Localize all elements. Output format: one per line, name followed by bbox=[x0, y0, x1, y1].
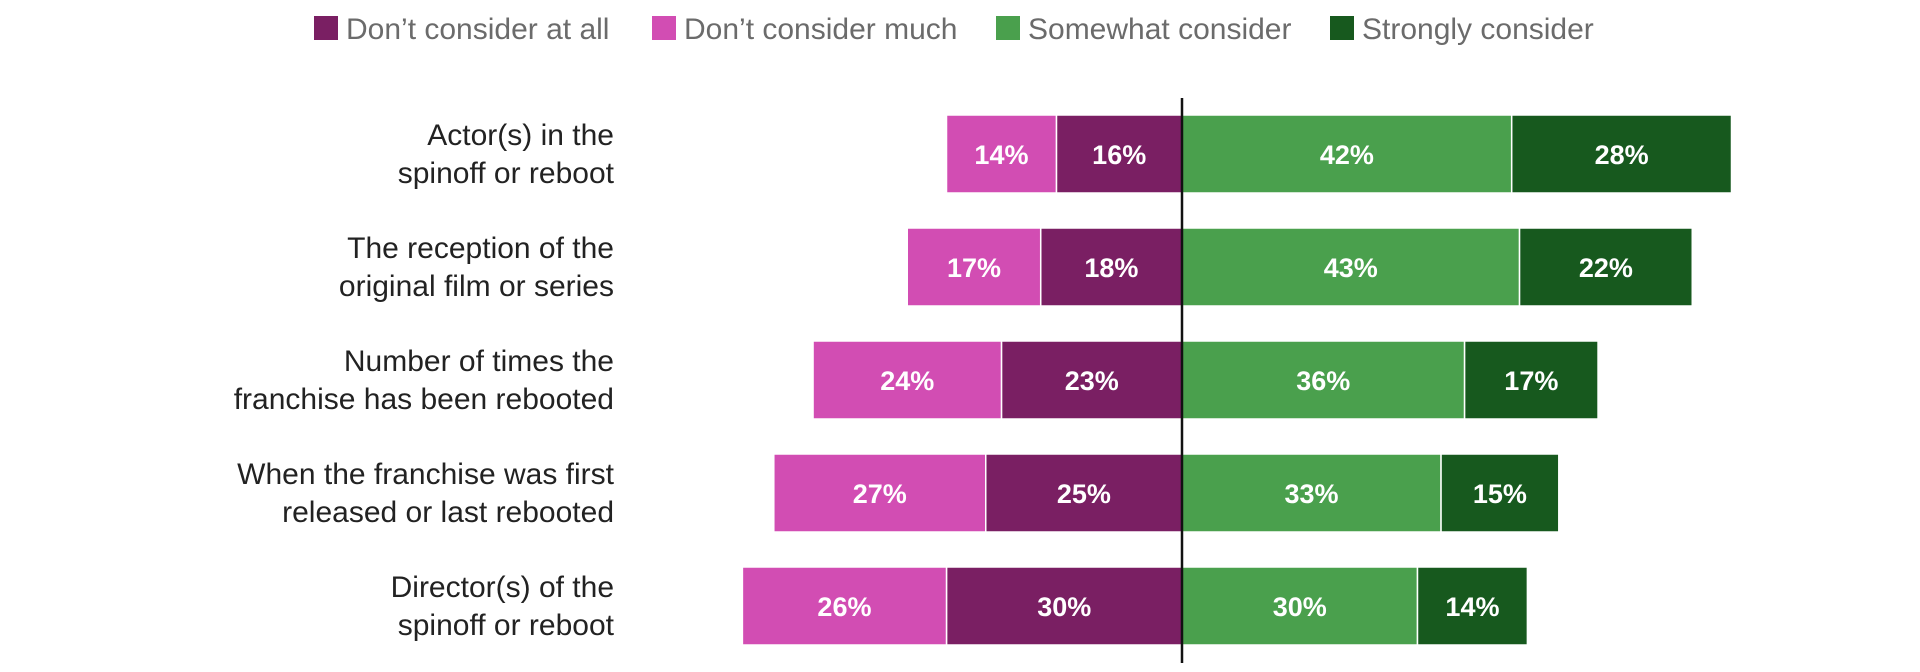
bar-segment bbox=[985, 453, 1183, 533]
data-label: 18% bbox=[1084, 253, 1138, 283]
data-label: 27% bbox=[853, 479, 907, 509]
data-label: 30% bbox=[1273, 592, 1327, 622]
data-label: 14% bbox=[1445, 592, 1499, 622]
bar-segment bbox=[945, 114, 1058, 194]
legend-label: Somewhat consider bbox=[1028, 13, 1291, 46]
data-label: 14% bbox=[974, 140, 1028, 170]
category-label: The reception of the bbox=[347, 232, 614, 265]
data-label: 42% bbox=[1320, 140, 1374, 170]
legend: Don’t consider at all Don’t consider much… bbox=[314, 13, 1594, 46]
bar-segment bbox=[812, 340, 1003, 420]
category-label: spinoff or reboot bbox=[398, 157, 615, 190]
legend-label: Don’t consider much bbox=[684, 13, 957, 46]
legend-swatch bbox=[314, 16, 338, 40]
bar-segment bbox=[906, 227, 1042, 307]
data-label: 17% bbox=[1504, 366, 1558, 396]
data-label: 36% bbox=[1296, 366, 1350, 396]
bar-segment bbox=[1463, 340, 1599, 420]
bars: 16% 14% 42% 28% 18% 17% 43% 22% 23% 24% 36% 17% 25% 2… bbox=[741, 114, 1733, 646]
legend-label: Strongly consider bbox=[1362, 13, 1594, 46]
bar-segment bbox=[773, 453, 987, 533]
bar-segment bbox=[1416, 566, 1529, 646]
legend-swatch bbox=[996, 16, 1020, 40]
data-label: 28% bbox=[1595, 140, 1649, 170]
bar-segment bbox=[1181, 227, 1521, 307]
data-label: 25% bbox=[1057, 479, 1111, 509]
category-label: Actor(s) in the bbox=[427, 119, 614, 152]
data-label: 15% bbox=[1473, 479, 1527, 509]
bar-segment bbox=[1510, 114, 1733, 194]
data-label: 33% bbox=[1285, 479, 1339, 509]
legend-swatch bbox=[652, 16, 676, 40]
category-label: spinoff or reboot bbox=[398, 609, 615, 642]
data-label: 16% bbox=[1092, 140, 1146, 170]
bar-segment bbox=[741, 566, 948, 646]
data-label: 30% bbox=[1037, 592, 1091, 622]
category-label: released or last rebooted bbox=[282, 496, 614, 529]
category-label: When the franchise was first bbox=[237, 458, 614, 491]
data-label: 26% bbox=[817, 592, 871, 622]
data-label: 24% bbox=[880, 366, 934, 396]
data-label: 43% bbox=[1324, 253, 1378, 283]
bar-segment bbox=[1055, 114, 1183, 194]
category-label: Number of times the bbox=[344, 345, 614, 378]
category-label: original film or series bbox=[339, 270, 614, 303]
category-label: franchise has been rebooted bbox=[234, 383, 614, 416]
bar-segment bbox=[1518, 227, 1694, 307]
bar-segment bbox=[1440, 453, 1560, 533]
legend-label: Don’t consider at all bbox=[346, 13, 609, 46]
bar-segment bbox=[1181, 114, 1513, 194]
data-label: 22% bbox=[1579, 253, 1633, 283]
category-labels: Actor(s) in the spinoff or reboot The rece… bbox=[234, 119, 615, 642]
category-label: Director(s) of the bbox=[391, 571, 614, 604]
data-label: 17% bbox=[947, 253, 1001, 283]
bar-segment bbox=[1181, 566, 1419, 646]
bar-segment bbox=[1039, 227, 1183, 307]
legend-swatch bbox=[1330, 16, 1354, 40]
data-label: 23% bbox=[1065, 366, 1119, 396]
